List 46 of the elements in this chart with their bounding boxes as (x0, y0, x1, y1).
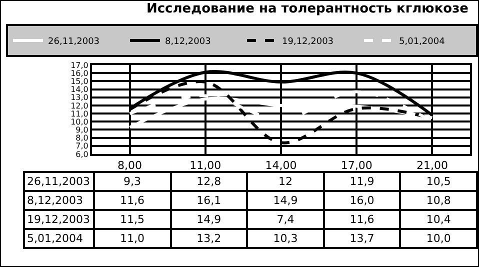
y-tick-label: 17,0 (70, 60, 88, 70)
x-tick-label: 8,00 (118, 159, 142, 172)
x-tick-label: 14,00 (265, 159, 297, 172)
data-label: 14,9 (170, 210, 248, 229)
y-tick-label: 10,0 (70, 117, 88, 126)
text: 5,01,2004 (27, 232, 83, 245)
legend-label: 19,12,2003 (282, 37, 334, 47)
y-tick-label: 15,0 (70, 76, 88, 86)
legend-label: 26,11,2003 (48, 37, 100, 47)
data-label: 11,5 (94, 210, 171, 229)
data-label: 11,6 (324, 210, 400, 229)
y-tick-label: 6,0 (76, 150, 88, 159)
y-tick-label: 16,0 (70, 68, 88, 78)
legend-label: 5,01,2004 (399, 37, 446, 47)
y-tick-label: 9,0 (76, 126, 88, 135)
data-label: 11,6 (94, 191, 171, 210)
data-label: 16,1 (170, 191, 248, 210)
data-label: 16,0 (324, 191, 400, 210)
x-tick-label: 11,00 (190, 159, 222, 172)
data-label: 10,8 (400, 191, 477, 210)
y-tick-label: 13,0 (70, 93, 88, 102)
y-tick-label: 12,0 (70, 101, 88, 110)
data-label: 9,3 (94, 172, 171, 191)
y-tick-label: 8,0 (76, 134, 88, 143)
data-label: 13,7 (324, 229, 400, 248)
data-label: 11,9 (324, 172, 400, 191)
data-label: 10,5 (400, 172, 477, 191)
legend-label: 8,12,2003 (165, 37, 211, 47)
data-label: 10,3 (247, 229, 324, 248)
y-tick-label: 11,0 (70, 109, 88, 118)
data-label: 7,4 (247, 210, 324, 229)
data-label: 10,0 (400, 229, 477, 248)
chart-title: Исследование на толерантность кглюкозе (146, 2, 469, 17)
data-label: 14,9 (247, 191, 324, 210)
text: 19,12,2003 (27, 213, 90, 226)
text: 8,12,2003 (27, 194, 83, 207)
x-tick-label: 17,00 (340, 159, 372, 172)
data-label: 11,0 (94, 229, 171, 248)
data-label: 13,2 (170, 229, 248, 248)
data-label: 10,4 (400, 210, 477, 229)
text: 26,11,2003 (27, 175, 90, 188)
x-tick-label: 21,00 (416, 159, 448, 172)
data-label: 12 (247, 172, 324, 191)
y-tick-label: 7,0 (76, 142, 88, 151)
data-label: 12,8 (170, 172, 248, 191)
y-tick-label: 14,0 (70, 85, 88, 94)
